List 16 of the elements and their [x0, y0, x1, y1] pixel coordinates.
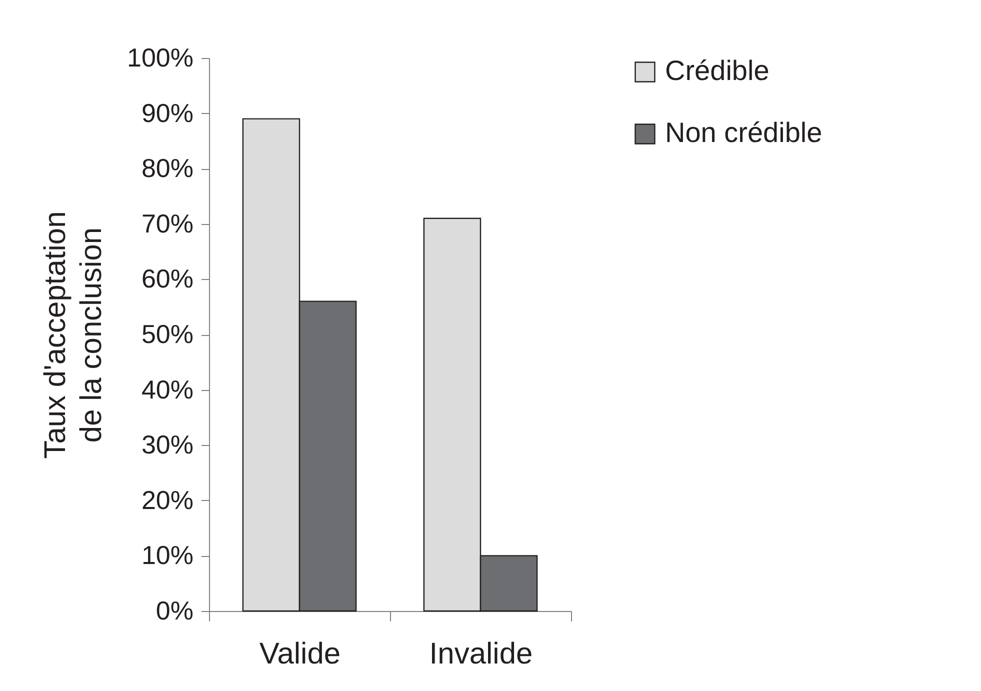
y-tick-label: 80% — [141, 153, 194, 184]
y-tick-label: 100% — [127, 42, 194, 72]
y-tick-label: 0% — [156, 596, 194, 626]
y-tick-label: 30% — [141, 430, 194, 460]
y-tick-label: 50% — [141, 319, 194, 349]
y-tick-label: 20% — [141, 484, 194, 515]
y-tick-label: 60% — [141, 264, 194, 294]
legend-label: Crédible — [665, 55, 770, 86]
legend-label: Non crédible — [665, 117, 822, 148]
x-tick-label: Valide — [259, 638, 341, 670]
y-axis-title: Taux d'acceptation de la conclusion — [39, 211, 108, 459]
y-tick-label: 70% — [141, 208, 194, 238]
y-tick-label: 40% — [141, 374, 194, 404]
x-tick-label: Invalide — [429, 638, 533, 670]
y-tick-label: 10% — [141, 540, 194, 570]
y-tick-label: 90% — [141, 98, 194, 128]
